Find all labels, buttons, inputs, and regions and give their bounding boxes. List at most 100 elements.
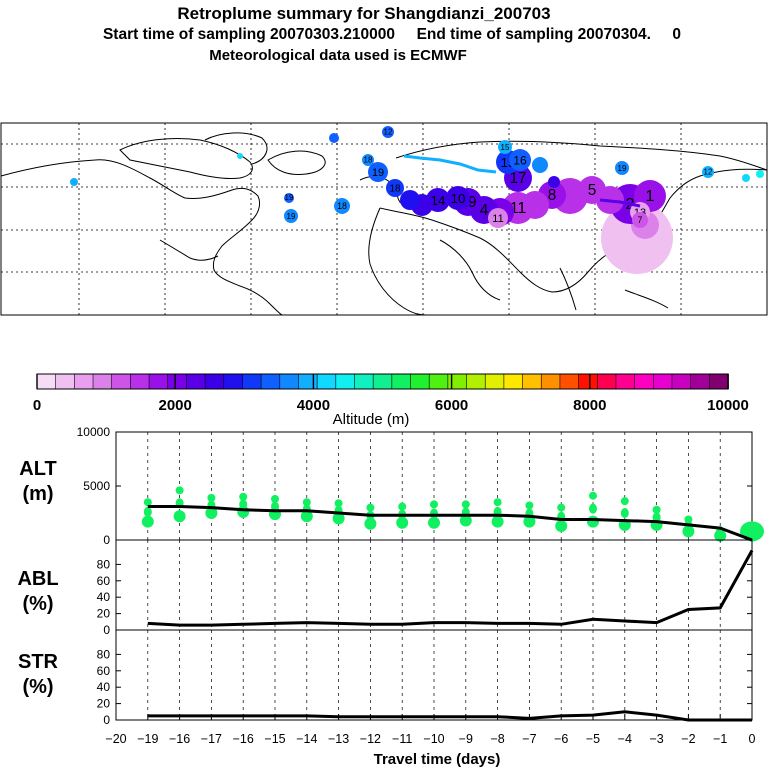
colorbar-tick-label: 4000 [297,397,330,414]
colorbar-cell [223,373,244,390]
colorbar-cell [130,373,150,390]
x-tick-label: −16 [233,732,254,746]
trajectory-marker-label: 17 [509,170,526,187]
colorbar-cell [316,373,337,390]
trajectory-marker [386,179,404,197]
scatter-point [620,497,629,506]
scatter-point [525,501,534,510]
chart-title: Retroplume summary for Shangdianzi_20070… [177,4,551,23]
scatter-point [430,500,438,509]
colorbar-cell [634,373,655,390]
x-tick-label: −13 [328,732,349,746]
trajectory-marker-label: 18 [390,184,401,195]
trajectory-marker [334,198,350,214]
colorbar-cell [671,373,692,390]
colorbar-cell [148,373,169,390]
scatter-point [557,503,566,512]
y-tick-label: 80 [97,557,111,571]
colorbar-cell [354,373,374,390]
x-tick-label: −14 [296,732,317,746]
colorbar-cell [298,373,318,390]
trajectory-marker [400,190,420,210]
scatter-point [332,512,345,525]
x-tick-label: −7 [522,732,536,746]
scatter-point [239,492,248,501]
scatter-point [205,507,218,519]
trajectory-marker [702,166,714,178]
scatter-point [555,519,568,532]
scatter-point [175,486,184,495]
colorbar-tick-label: 0 [33,397,41,414]
scatter-point [428,516,440,529]
trajectory-marker-label: 12 [384,127,393,136]
colorbar-cell [186,373,206,390]
scatter-point [207,493,216,502]
colorbar-tick-label: 10000 [707,397,749,414]
colorbar-cell [522,373,543,390]
x-tick-label: −12 [360,732,381,746]
scatter-point [491,515,504,528]
colorbar-cell [242,373,262,390]
trajectory-marker [756,170,764,178]
colorbar-cell [447,373,468,390]
scatter-point [652,505,661,514]
colorbar-cell [559,373,580,390]
scatter-point [652,512,661,523]
scatter-point [364,517,377,530]
colorbar-cell [260,373,281,390]
colorbar-cell [484,373,505,390]
x-tick-label: −9 [459,732,473,746]
scatter-point [143,498,152,507]
trajectory-marker-label: 5 [588,182,597,199]
colorbar-cell [92,373,113,390]
x-tick-label: −5 [586,732,600,746]
y-tick-label: 0 [103,713,110,727]
colorbar-cell [503,373,524,390]
scatter-point [620,508,629,518]
panel-unit: (m) [22,483,53,505]
x-tick-label: −1 [713,732,727,746]
trajectory-marker [548,176,560,188]
scatter-point [430,508,438,519]
y-tick-label: 60 [97,574,111,588]
x-tick-label: −15 [264,732,285,746]
panel-unit: (%) [22,593,53,615]
x-tick-label: −2 [681,732,695,746]
x-tick-label: −4 [618,732,632,746]
colorbar-cell [36,373,57,390]
map-panel: 2158114191014181918191917151615121819121… [0,122,768,316]
trajectory-marker [446,186,470,210]
trajectory-marker [368,162,388,182]
scatter-point [716,527,725,538]
trajectory-markers: 2158114191014181918191917151615121819121… [70,126,764,274]
y-tick-label: 5000 [83,479,110,493]
panel-abl: 80 60 40 20 0 ABL (%) [17,539,754,637]
trajectory-marker [742,174,750,182]
trajectory-marker [498,140,512,154]
sampling-start: Start time of sampling 20070303.210000 [102,26,396,43]
colorbar-cell [74,373,94,390]
colorbar-cell [167,373,188,390]
y-tick-label: 0 [103,623,110,637]
trajectory-marker-label: 16 [513,153,527,167]
scatter-point [334,499,343,508]
trajectory-path [599,198,641,208]
colorbar-cell [578,373,599,390]
chart-subtitle-sampling: Start time of sampling 20070303.210000 E… [8,26,768,44]
colorbar-tick-label: 6000 [435,397,468,414]
trajectory-marker-label: 1 [646,188,655,205]
y-tick-label: 60 [97,664,111,678]
trajectory-marker [488,208,508,228]
trajectory-marker-label: 12 [704,167,713,176]
colorbar-cell [335,373,356,390]
trajectory-marker [532,157,548,173]
colorbar-cell [615,373,636,390]
x-tick-label: −20 [105,732,126,746]
scatter-point [589,503,597,514]
trajectory-path [403,154,497,174]
trajectory-marker [237,153,243,159]
scatter-point [396,516,409,529]
series-line [147,710,752,722]
colorbar-cell [55,373,76,390]
